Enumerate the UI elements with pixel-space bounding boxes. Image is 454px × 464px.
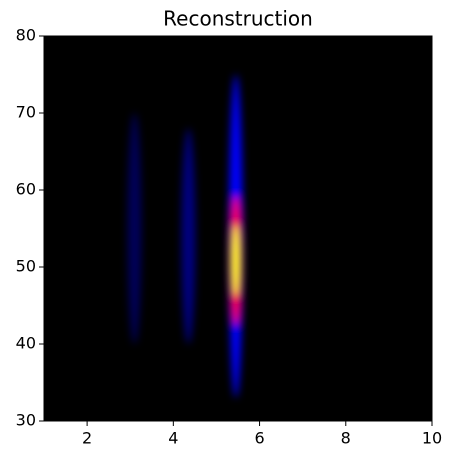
streak-glow (181, 128, 196, 344)
streak-core (231, 224, 240, 297)
y-tick-label: 60 (16, 180, 36, 199)
streak (228, 74, 243, 398)
x-tick-label: 8 (341, 429, 351, 448)
y-tick-label: 30 (16, 411, 36, 430)
x-tick-label: 4 (168, 429, 178, 448)
plot-frame (43, 35, 433, 422)
y-tick-label: 70 (16, 103, 36, 122)
image-layer (127, 74, 243, 398)
chart-title: Reconstruction (163, 7, 313, 31)
x-tick-label: 10 (422, 429, 442, 448)
streak (181, 128, 196, 344)
x-tick-label: 2 (82, 429, 92, 448)
y-tick-label: 50 (16, 257, 36, 276)
x-tick-label: 6 (254, 429, 264, 448)
streak (127, 113, 142, 344)
y-tick-label: 80 (16, 26, 36, 45)
y-tick-label: 40 (16, 334, 36, 353)
streak-glow (127, 113, 142, 344)
